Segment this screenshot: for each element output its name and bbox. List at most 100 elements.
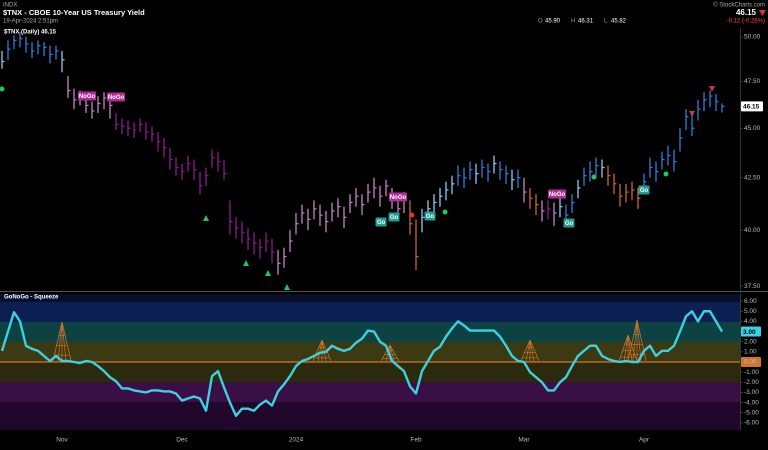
ohlc-row: O 45.90 H 46.31 L 45.82 xyxy=(538,19,627,25)
signal-box xyxy=(424,211,436,221)
signal-label: NoGo xyxy=(549,192,566,198)
signal-label: Go xyxy=(565,221,574,227)
signal-box xyxy=(375,217,387,227)
band xyxy=(0,382,740,402)
up-triangle xyxy=(265,270,271,276)
y-tick-label: 40.00 xyxy=(744,227,761,234)
chart-title: $TNX - CBOE 10-Year US Treasury Yield xyxy=(3,8,145,17)
band xyxy=(0,342,740,362)
band xyxy=(0,294,740,302)
down-triangle xyxy=(709,86,715,92)
signal-box xyxy=(78,91,96,101)
y-tick-label: -4.00 xyxy=(744,399,759,406)
x-tick-label: Nov xyxy=(56,437,68,444)
go-dot xyxy=(663,171,669,177)
last-value-box xyxy=(741,326,761,337)
squeeze-fan xyxy=(636,319,647,362)
y-tick-label: 5.00 xyxy=(744,308,757,315)
y-tick-label: 2.00 xyxy=(744,338,757,345)
squeeze-fan xyxy=(618,334,629,362)
squeeze-fan xyxy=(312,339,323,362)
price-panel xyxy=(0,28,740,290)
y-tick-label: 1.00 xyxy=(744,349,757,356)
ohlc-value: 45.82 xyxy=(611,19,627,25)
nogo-dot xyxy=(409,212,415,218)
squeeze-fan xyxy=(317,339,323,362)
squeeze-fan xyxy=(57,321,63,362)
squeeze-fan xyxy=(520,339,531,362)
last-price-label: 46.15 xyxy=(743,104,760,111)
down-arrow xyxy=(759,10,766,16)
panel-legend: $TNX (Daily) 46.15 xyxy=(4,30,57,36)
y-tick-label: -1.00 xyxy=(744,369,759,376)
y-tick-label: -5.00 xyxy=(744,409,759,416)
y-tick-label: 37.50 xyxy=(744,283,761,290)
x-tick-label: Mar xyxy=(518,437,530,444)
band xyxy=(0,362,740,382)
panel-legend: GoNoGo - Squeeze xyxy=(4,295,59,301)
band xyxy=(0,402,740,430)
squeeze-fan xyxy=(627,319,638,362)
squeeze-fan xyxy=(61,321,67,362)
up-triangle xyxy=(203,215,209,221)
signal-box xyxy=(563,218,575,228)
y-tick-label: 47.50 xyxy=(744,78,761,85)
y-tick-label: 42.50 xyxy=(744,174,761,181)
squeeze-fan xyxy=(627,334,638,362)
y-tick-label: 0.00 xyxy=(744,359,757,366)
date: 19-Apr-2024 2:51pm xyxy=(3,19,58,25)
squeeze-fan xyxy=(52,321,63,362)
last-value-label: 3.00 xyxy=(743,329,756,336)
up-triangle xyxy=(243,260,249,266)
go-dot xyxy=(591,174,597,180)
ohlc-value: 45.90 xyxy=(545,19,561,25)
x-tick-label: 2024 xyxy=(289,437,304,444)
exchange: INDX xyxy=(3,3,17,9)
signal-label: NoGo xyxy=(390,195,407,201)
watermark: © StockCharts.com xyxy=(713,2,765,9)
y-tick-label: 6.00 xyxy=(744,298,757,305)
go-dot xyxy=(442,209,448,215)
zero-box xyxy=(741,357,761,367)
ohlc-value: 46.31 xyxy=(578,19,594,25)
squeeze-fan xyxy=(525,339,531,362)
go-dot xyxy=(0,86,5,92)
y-tick-label: -3.00 xyxy=(744,389,759,396)
squeeze-fan xyxy=(61,321,72,362)
change: -0.12 (-0.26%) xyxy=(727,19,765,25)
squeeze-fan xyxy=(623,334,629,362)
signal-box xyxy=(389,192,407,202)
last-price: 46.15 xyxy=(736,8,757,17)
squeeze-fan xyxy=(529,339,540,362)
y-tick-label: -6.00 xyxy=(744,420,759,427)
signal-label: Go xyxy=(640,188,649,194)
y-tick-label: -2.00 xyxy=(744,379,759,386)
signal-label: NoGo xyxy=(79,94,96,100)
ohlc-label: O xyxy=(538,19,543,25)
squeeze-line xyxy=(0,310,724,417)
signal-label: NoGo xyxy=(108,95,125,101)
up-triangle xyxy=(284,284,290,290)
band xyxy=(0,302,740,322)
signal-box xyxy=(548,189,566,199)
y-tick-label: 45.00 xyxy=(744,125,761,132)
signal-icons xyxy=(0,86,715,290)
x-tick-label: Apr xyxy=(639,437,650,444)
squeeze-fan xyxy=(632,319,638,362)
y-tick-label: 4.00 xyxy=(744,318,757,325)
signal-label: Go xyxy=(426,214,435,220)
squeeze-fan xyxy=(627,334,633,362)
signal-label: Go xyxy=(390,215,399,221)
squeeze-fan xyxy=(636,319,642,362)
signal-label: Go xyxy=(377,220,386,226)
signal-box xyxy=(638,185,650,195)
x-tick-label: Feb xyxy=(410,437,422,444)
squeeze-bands xyxy=(0,294,740,430)
ohlc-label: L xyxy=(604,19,608,25)
squeeze-fan xyxy=(321,339,327,362)
ohlc-label: H xyxy=(571,19,575,25)
last-price-box xyxy=(741,101,763,112)
x-tick-label: Dec xyxy=(176,437,188,444)
